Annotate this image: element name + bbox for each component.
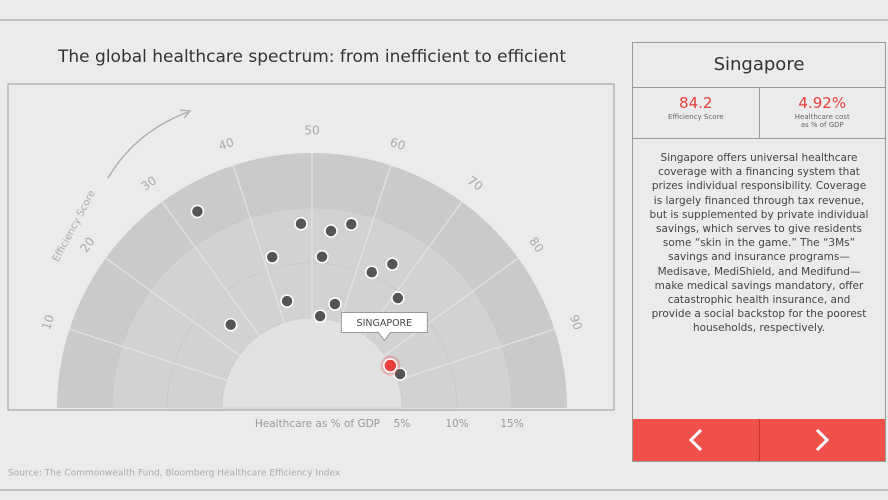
spoke [105,257,285,388]
country-dot [313,309,327,323]
prev-button[interactable] [633,419,759,461]
description: Singapore offers universal healthcare co… [649,152,869,335]
callout-box [340,312,428,342]
share-stat: 4.92% Healthcare cost as % of GDP [758,88,886,138]
country-dot [393,367,407,381]
country-dot [385,257,400,271]
next-button[interactable] [758,419,885,461]
radius-tick-label: 15% [500,418,523,430]
score-stat: 84.2 Efficiency Score [633,88,759,138]
angle-tick-label: 90 [567,313,585,332]
radius-tick-label: 5% [394,418,411,430]
spoke [322,165,392,375]
detail-panel: Singapore 84.2 Efficiency Score 4.92% Heal… [632,42,886,462]
country-dot [365,265,379,280]
radius-tick-label: 10% [445,418,468,430]
share-value: 4.92% [798,94,847,112]
spoke [69,328,279,398]
angle-tick-label: 60 [388,135,407,153]
country-dot [324,224,338,238]
country-dot [223,317,238,332]
score-value: 84.2 [679,94,713,112]
callout-label: SINGAPORE [357,318,413,329]
highlight-dot [383,358,398,373]
angle-tick-label: 10 [39,313,57,332]
spoke [339,257,519,388]
angle-tick-label: 50 [304,124,319,138]
country-dot [315,249,329,264]
radius-axis-label: Healthcare as % of GDP [255,418,380,430]
next-icon [816,428,830,452]
angle-arrow-head [179,109,192,119]
angle-arrow [107,111,189,179]
country-dot [280,294,294,308]
angle-tick-label: 40 [217,135,236,153]
country-name: Singapore [633,43,885,88]
spoke [345,328,555,398]
country-dot [328,297,342,311]
score-caption: Efficiency Score [667,113,724,121]
share-caption: Healthcare cost as % of GDP [794,113,850,129]
country-dot [344,217,359,231]
source: Source: The Commonwealth Fund, Bloomberg… [8,469,341,479]
country-dot [190,204,205,219]
nav [633,419,885,461]
spoke [232,165,302,375]
spoke [332,201,463,381]
country-dot [265,250,280,264]
prev-icon [688,428,702,452]
stats: 84.2 Efficiency Score 4.92% Healthcare cos… [633,88,885,139]
country-dot [391,291,405,305]
country-dot [294,216,308,231]
chart-title: The global healthcare spectrum: from ine… [57,47,566,67]
spoke [161,201,292,381]
